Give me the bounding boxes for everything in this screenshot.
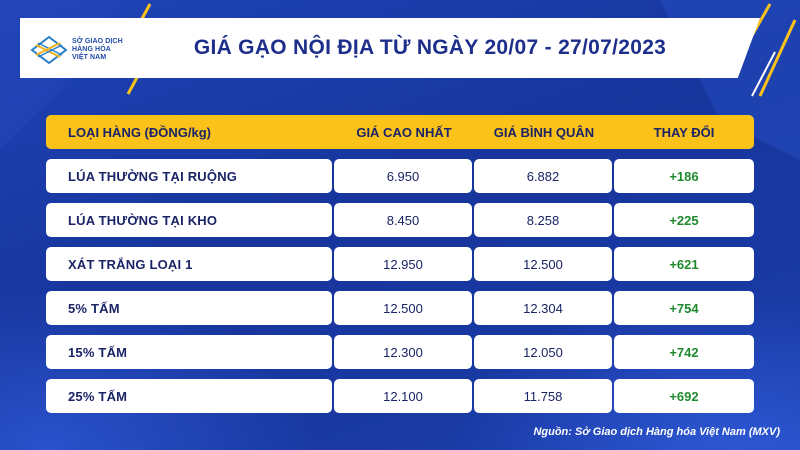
highest-price-cell: 12.500 <box>334 291 472 325</box>
product-cell: XÁT TRẮNG LOẠI 1 <box>46 247 332 281</box>
average-price-cell: 11.758 <box>474 379 612 413</box>
table-row: XÁT TRẮNG LOẠI 1 12.950 12.500 +621 <box>46 247 754 281</box>
change-cell: +754 <box>614 291 754 325</box>
highest-price-cell: 12.300 <box>334 335 472 369</box>
table-header: LOẠI HÀNG (ĐỒNG/kg) GIÁ CAO NHẤT GIÁ BÌN… <box>46 115 754 149</box>
product-cell: 25% TẤM <box>46 379 332 413</box>
price-table: LOẠI HÀNG (ĐỒNG/kg) GIÁ CAO NHẤT GIÁ BÌN… <box>46 115 754 413</box>
table-row: LÚA THƯỜNG TẠI KHO 8.450 8.258 +225 <box>46 203 754 237</box>
highest-price-cell: 12.100 <box>334 379 472 413</box>
highest-price-cell: 8.450 <box>334 203 472 237</box>
mxv-logo: SỞ GIAO DỊCH HÀNG HÓA VIỆT NAM <box>30 32 130 68</box>
mxv-logo-icon <box>30 35 68 65</box>
change-cell: +692 <box>614 379 754 413</box>
highest-price-cell: 12.950 <box>334 247 472 281</box>
title-bar <box>20 18 760 78</box>
change-cell: +742 <box>614 335 754 369</box>
source-note: Nguồn: Sở Giao dịch Hàng hóa Việt Nam (M… <box>533 426 780 438</box>
table-row: 25% TẤM 12.100 11.758 +692 <box>46 379 754 413</box>
column-header-change: THAY ĐỔI <box>653 124 715 140</box>
product-cell: LÚA THƯỜNG TẠI KHO <box>46 203 332 237</box>
column-header-average-price: GIÁ BÌNH QUÂN <box>493 124 595 140</box>
column-header-product: LOẠI HÀNG (ĐỒNG/kg) <box>68 124 211 140</box>
average-price-cell: 12.304 <box>474 291 612 325</box>
average-price-cell: 8.258 <box>474 203 612 237</box>
page-title: GIÁ GẠO NỘI ĐỊA TỪ NGÀY 20/07 - 27/07/20… <box>193 36 667 59</box>
product-cell: 5% TẤM <box>46 291 332 325</box>
change-cell: +621 <box>614 247 754 281</box>
column-header-highest-price: GIÁ CAO NHẤT <box>356 124 452 140</box>
table-row: 5% TẤM 12.500 12.304 +754 <box>46 291 754 325</box>
average-price-cell: 12.500 <box>474 247 612 281</box>
product-cell: LÚA THƯỜNG TẠI RUỘNG <box>46 159 332 193</box>
product-cell: 15% TẤM <box>46 335 332 369</box>
average-price-cell: 6.882 <box>474 159 612 193</box>
average-price-cell: 12.050 <box>474 335 612 369</box>
logo-text-line: SỞ GIAO DỊCH <box>72 38 123 45</box>
logo-text-line: VIỆT NAM <box>72 54 107 61</box>
highest-price-cell: 6.950 <box>334 159 472 193</box>
table-row: LÚA THƯỜNG TẠI RUỘNG 6.950 6.882 +186 <box>46 159 754 193</box>
change-cell: +186 <box>614 159 754 193</box>
logo-text-line: HÀNG HÓA <box>72 46 111 53</box>
change-cell: +225 <box>614 203 754 237</box>
table-row: 15% TẤM 12.300 12.050 +742 <box>46 335 754 369</box>
logo-text: SỞ GIAO DỊCH HÀNG HÓA VIỆT NAM <box>72 38 123 62</box>
